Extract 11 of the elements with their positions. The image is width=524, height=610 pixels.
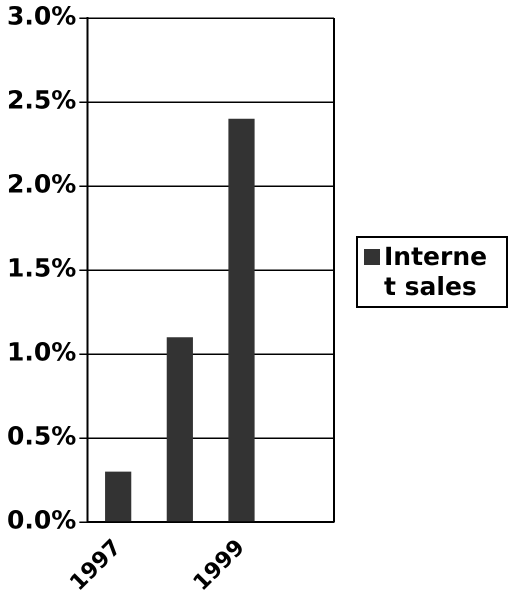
y-tick-label: 0.5% — [6, 422, 76, 451]
bar — [228, 118, 255, 522]
bar — [166, 337, 193, 522]
y-tick-label: 1.5% — [6, 254, 76, 283]
legend-label: Internet sales — [384, 242, 488, 302]
y-tick-label: 2.0% — [6, 170, 76, 199]
y-tick-label: 2.5% — [6, 86, 76, 115]
y-tick-label: 0.0% — [6, 506, 76, 535]
bar — [105, 472, 132, 522]
y-tick-label: 1.0% — [6, 338, 76, 367]
y-tick-label: 3.0% — [6, 2, 76, 30]
